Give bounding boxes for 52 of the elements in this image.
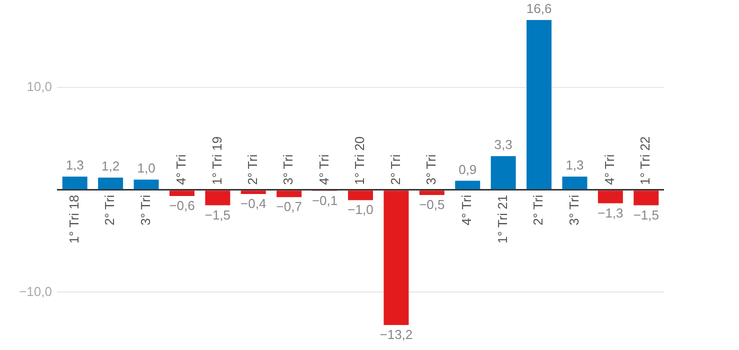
data-label: 3,3 — [494, 137, 512, 152]
x-tick-label: 1° Tri 20 — [352, 136, 368, 185]
x-tick-label: 2° Tri — [388, 154, 403, 185]
bar — [634, 190, 659, 206]
data-label: −0,1 — [312, 193, 338, 208]
x-tick-label: 4° Tri — [459, 194, 474, 226]
bar — [490, 156, 516, 190]
x-tick-label: 3° Tri — [423, 154, 438, 185]
bar — [276, 190, 302, 198]
bar — [455, 180, 480, 190]
data-label: −0,6 — [169, 198, 195, 214]
bar — [98, 178, 124, 190]
data-label: 1,3 — [66, 158, 84, 173]
y-tick-label: 10,0 — [26, 79, 52, 94]
x-tick-label: 3° Tri — [280, 154, 296, 185]
bar — [169, 190, 194, 196]
data-label: −1,3 — [598, 205, 624, 220]
bar — [419, 190, 444, 196]
data-label: −0,7 — [276, 199, 302, 214]
bar — [598, 190, 623, 204]
x-tick-label: 1° Tri 18 — [66, 194, 82, 244]
x-tick-label: 4° Tri — [316, 154, 332, 185]
data-label: −0,5 — [419, 197, 445, 212]
y-tick-label: −10,0 — [19, 284, 52, 299]
data-label: −1,0 — [348, 202, 374, 218]
data-label: −1,5 — [204, 207, 231, 222]
data-label: 1,0 — [137, 160, 156, 176]
bar — [348, 190, 373, 200]
data-label: −0,4 — [240, 196, 266, 212]
bar — [240, 190, 266, 194]
x-tick-label: 4° Tri — [602, 154, 618, 185]
data-label: −1,5 — [633, 207, 659, 222]
x-tick-label: 2° Tri — [244, 154, 260, 185]
x-tick-label: 4° Tri — [174, 154, 189, 185]
x-tick-label: 2° Tri — [530, 194, 546, 226]
bar — [384, 190, 409, 325]
x-tick-label: 1° Tri 21 — [494, 194, 510, 244]
bar — [134, 180, 159, 190]
bar — [562, 176, 588, 190]
data-label: 1,2 — [102, 158, 120, 174]
x-tick-label: 3° Tri — [566, 194, 582, 226]
bar — [526, 20, 552, 190]
data-label: 16,6 — [526, 1, 552, 16]
bar — [62, 176, 88, 190]
x-tick-label: 2° Tri — [102, 194, 118, 226]
x-tick-label: 1° Tri 19 — [209, 136, 224, 185]
x-tick-label: 1° Tri 22 — [638, 136, 653, 185]
x-tick-label: 3° Tri — [138, 194, 153, 226]
bar — [205, 190, 230, 206]
data-label: 0,9 — [458, 162, 477, 177]
data-label: 1,3 — [566, 158, 584, 173]
data-label: −13,2 — [380, 327, 413, 342]
